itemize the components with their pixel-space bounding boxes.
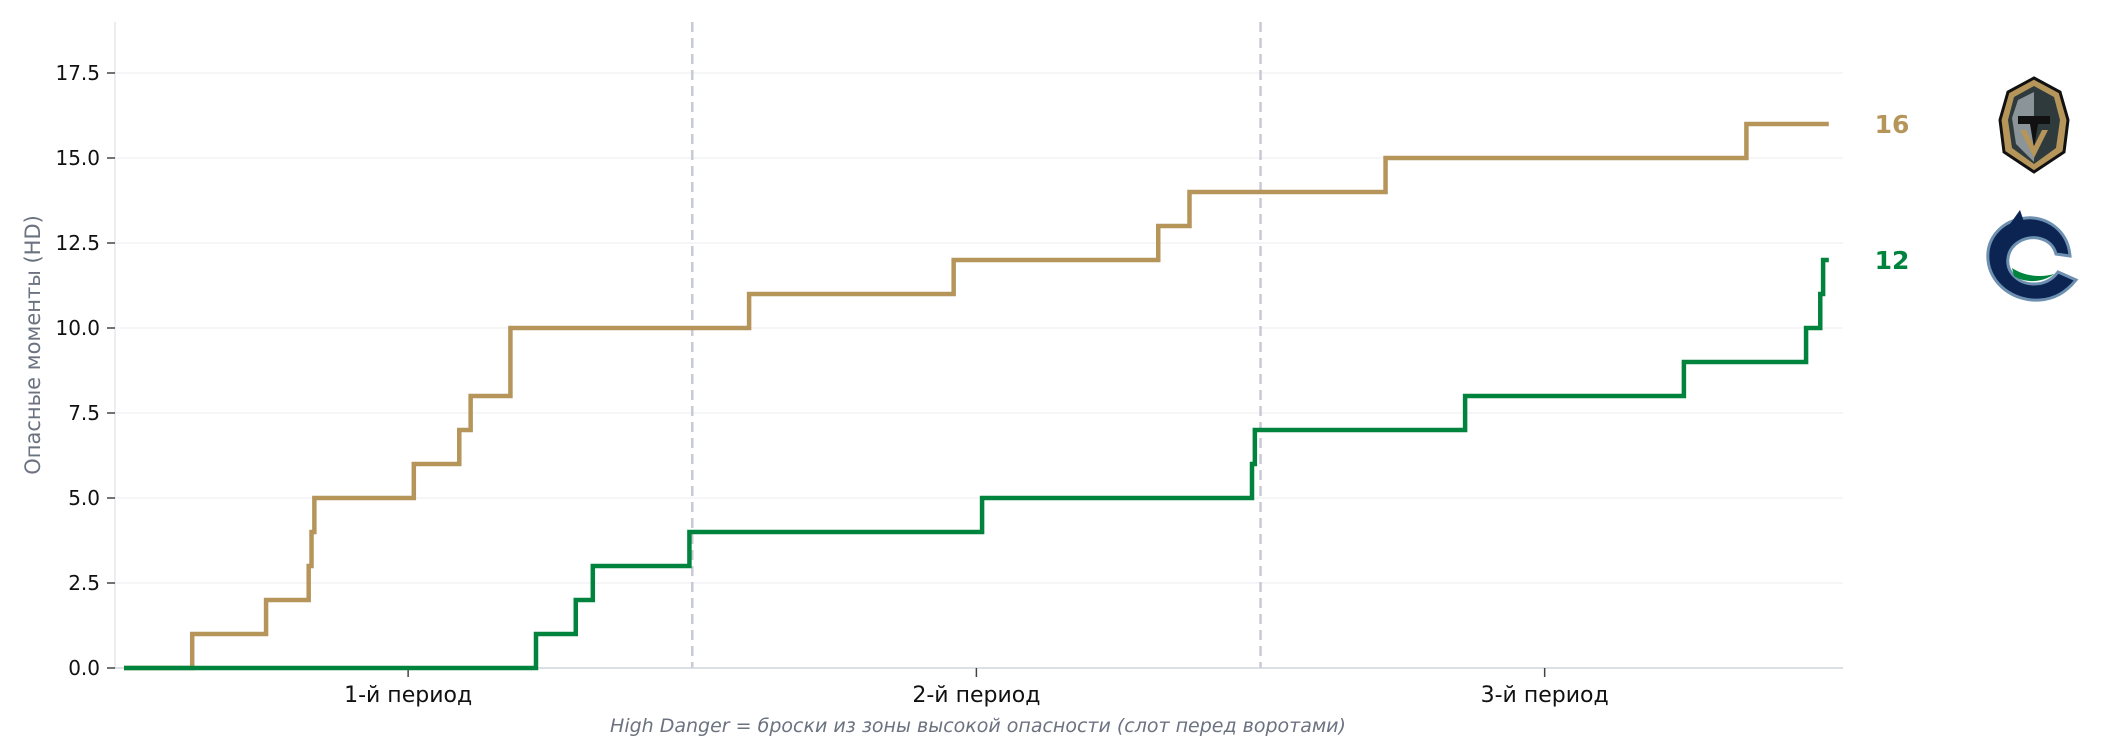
- grid: [115, 72, 1843, 584]
- y-tick-label: 5.0: [68, 486, 100, 510]
- series-line: [124, 121, 1829, 671]
- golden-knights-logo: [1998, 76, 2070, 174]
- x-tick-label: 2-й период: [912, 683, 1040, 708]
- series-lines: [124, 121, 1829, 671]
- y-tick-label: 15.0: [55, 146, 100, 170]
- y-tick-label: 2.5: [68, 571, 100, 595]
- chart-caption: High Danger = броски из зоны высокой опа…: [610, 715, 1346, 737]
- series-final-value: 16: [1875, 110, 1910, 139]
- series-final-value: 12: [1875, 246, 1910, 275]
- y-tick-label: 17.5: [55, 61, 100, 85]
- period-dividers: [691, 22, 1262, 668]
- canucks-logo: [1986, 210, 2079, 302]
- x-tick-label: 3-й период: [1481, 683, 1609, 708]
- series-line: [124, 257, 1829, 671]
- axes: [114, 22, 1843, 669]
- y-tick-label: 12.5: [55, 231, 100, 255]
- y-ticks: 0.0 2.5 5.0 7.5 10.0 12.5 15.0 17.5: [55, 61, 115, 680]
- x-ticks: 1-й период 2-й период 3-й период: [344, 668, 1609, 708]
- y-tick-label: 7.5: [68, 401, 100, 425]
- y-tick-label: 0.0: [68, 656, 100, 680]
- x-tick-label: 1-й период: [344, 683, 472, 708]
- y-tick-label: 10.0: [55, 316, 100, 340]
- y-axis-title: Опасные моменты (HD): [21, 215, 45, 475]
